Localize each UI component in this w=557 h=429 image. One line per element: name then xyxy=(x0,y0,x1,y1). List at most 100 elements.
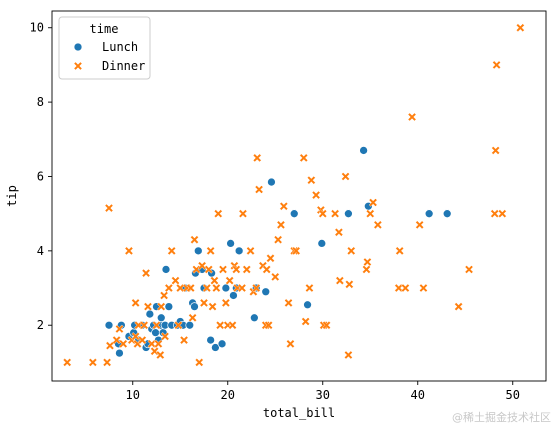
dinner-point xyxy=(492,60,501,70)
lunch-point xyxy=(193,246,203,256)
dinner-point xyxy=(190,235,199,244)
dinner-point xyxy=(104,203,114,213)
y-tick-label: 8 xyxy=(37,95,44,109)
x-tick-label: 10 xyxy=(126,388,140,402)
dinner-point xyxy=(242,265,252,274)
lunch-point xyxy=(190,302,199,311)
legend-title: time xyxy=(90,22,119,36)
lunch-point xyxy=(267,177,276,187)
lunch-point xyxy=(289,209,299,219)
dinner-point xyxy=(311,190,321,200)
dinner-point xyxy=(179,335,189,345)
dinner-point xyxy=(305,283,314,293)
dinner-point xyxy=(454,302,463,311)
dinner-point xyxy=(262,265,271,274)
lunch-point xyxy=(211,343,220,352)
dinner-point xyxy=(264,320,273,330)
dinner-point xyxy=(335,276,345,285)
dinner-point xyxy=(307,175,316,185)
dinner-point xyxy=(299,153,309,163)
dinner-point xyxy=(192,265,201,274)
dinner-point xyxy=(131,298,140,308)
x-tick-label: 50 xyxy=(506,388,520,402)
dinner-point xyxy=(401,283,410,293)
lunch-point xyxy=(185,320,195,330)
dinner-point xyxy=(373,220,383,230)
dinner-point xyxy=(118,339,128,349)
watermark: @稀土掘金技术社区 xyxy=(452,411,551,424)
dinner-point xyxy=(194,358,204,367)
dinner-point xyxy=(252,153,262,163)
dinner-point xyxy=(232,265,241,274)
dinner-point xyxy=(164,283,174,293)
dinner-point xyxy=(208,302,217,311)
dinner-point xyxy=(210,276,219,285)
dinner-point xyxy=(137,335,147,345)
dinner-point xyxy=(464,265,474,274)
dinner-point xyxy=(62,358,72,367)
dinner-point xyxy=(212,283,221,293)
dinner-point xyxy=(124,246,134,256)
dinner-point xyxy=(273,235,283,244)
dinner-point xyxy=(228,320,237,330)
lunch-point xyxy=(229,291,238,300)
lunch-point xyxy=(317,239,327,248)
dinner-point xyxy=(143,302,153,311)
y-axis-label: tip xyxy=(5,185,19,207)
points-layer xyxy=(62,23,525,367)
dinner-point xyxy=(415,220,424,230)
lunch-point xyxy=(151,328,160,338)
dinner-point xyxy=(362,265,371,274)
dinner-point xyxy=(105,341,115,350)
dinner-point xyxy=(171,276,180,285)
dinner-point xyxy=(246,246,255,256)
dinner-point xyxy=(330,209,340,218)
lunch-point xyxy=(156,313,166,323)
x-tick-label: 20 xyxy=(221,388,235,402)
y-tick-label: 2 xyxy=(37,318,44,332)
legend-lunch-label: Lunch xyxy=(102,40,138,54)
dinner-point xyxy=(286,339,295,349)
dinner-point xyxy=(152,320,161,330)
dinner-point xyxy=(334,227,344,237)
dinner-point xyxy=(206,246,215,256)
dinner-point xyxy=(225,276,234,285)
lunch-point xyxy=(303,300,312,310)
lunch-point xyxy=(250,313,259,323)
dinner-point xyxy=(215,320,225,330)
dinner-point xyxy=(291,246,301,256)
dinner-point xyxy=(159,291,169,300)
dinner-point xyxy=(407,112,417,122)
lunch-point xyxy=(145,309,155,319)
dinner-point xyxy=(160,332,170,341)
dinner-point xyxy=(156,350,165,360)
dinner-point xyxy=(266,254,275,263)
y-tick-label: 4 xyxy=(37,244,44,258)
lunch-point xyxy=(424,209,434,219)
dinner-point xyxy=(318,209,328,218)
dinner-point xyxy=(363,257,372,267)
dinner-point xyxy=(344,350,353,360)
dinner-point xyxy=(188,313,197,323)
legend-dinner-label: Dinner xyxy=(102,59,145,73)
lunch-point xyxy=(359,146,368,155)
lunch-point xyxy=(234,246,244,256)
dinner-point xyxy=(204,265,214,274)
x-tick-label: 40 xyxy=(411,388,425,402)
dinner-point xyxy=(186,283,195,293)
ticks-layer: 10 20 30 40 50 2 4 6 8 10 xyxy=(30,21,520,402)
dinner-point xyxy=(237,283,247,293)
dinner-point xyxy=(202,283,212,293)
dinner-point xyxy=(167,246,176,256)
lunch-point xyxy=(217,339,227,349)
x-tick-label: 30 xyxy=(316,388,330,402)
dinner-point xyxy=(498,209,507,218)
dinner-point xyxy=(284,298,293,308)
lunch-point xyxy=(104,320,114,330)
dinner-point xyxy=(238,209,248,218)
legend-dinner-marker xyxy=(73,61,83,71)
dinner-point xyxy=(251,283,261,293)
plot-frame xyxy=(51,10,547,382)
dinner-point xyxy=(276,220,286,230)
